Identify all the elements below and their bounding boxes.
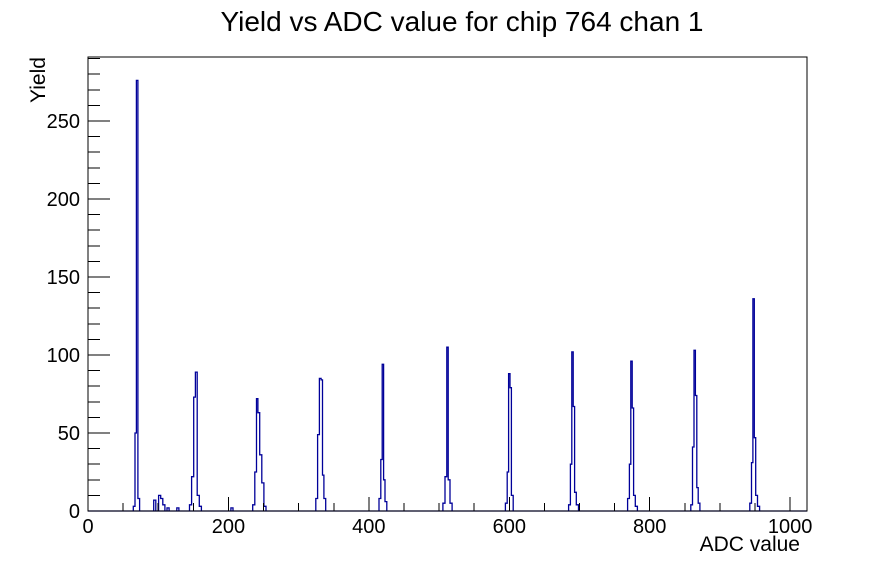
chart-title: Yield vs ADC value for chip 764 chan 1	[220, 6, 704, 37]
y-tick-label: 200	[47, 189, 80, 211]
y-tick-label: 50	[58, 423, 80, 445]
plot-frame	[87, 56, 808, 512]
histogram-steps	[88, 79, 807, 512]
y-tick-label: 250	[47, 111, 80, 133]
x-tick-label: 0	[82, 516, 93, 538]
y-tick-label: 0	[69, 501, 80, 523]
x-tick-label: 800	[633, 516, 666, 538]
x-tick-label: 1000	[768, 516, 813, 538]
y-tick-label: 150	[47, 267, 80, 289]
x-tick-label: 600	[493, 516, 526, 538]
y-tick-label: 100	[47, 345, 80, 367]
x-axis-title: ADC value	[699, 533, 800, 556]
x-tick-label: 200	[212, 516, 245, 538]
x-tick-label: 400	[352, 516, 385, 538]
